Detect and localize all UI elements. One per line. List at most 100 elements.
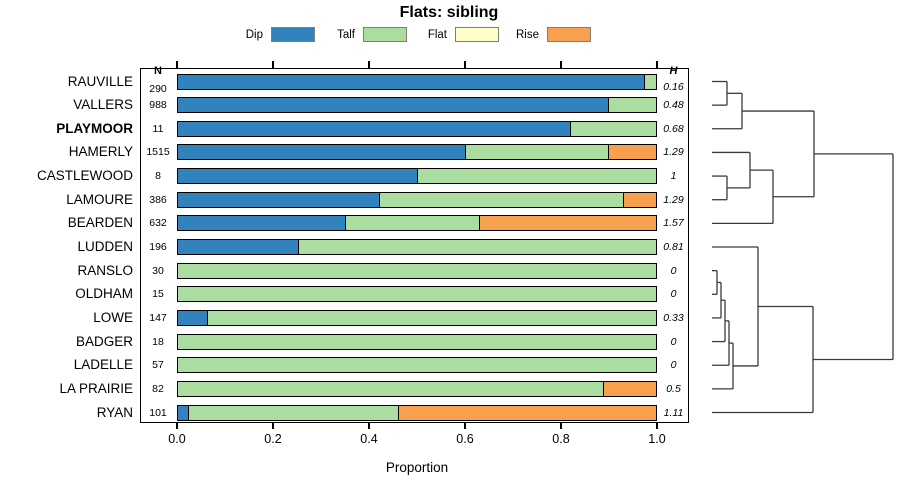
- bar-segment-dip: [178, 74, 645, 89]
- n-value: 386: [149, 193, 167, 206]
- bar-segment-dip: [178, 121, 570, 136]
- bar-segment-talf: [206, 310, 656, 325]
- bar-segment-talf: [417, 169, 656, 184]
- bar-la-prairie: [177, 380, 657, 397]
- n-column-header: N: [154, 65, 162, 77]
- h-value: 1.11: [663, 406, 684, 419]
- bar-segment-dip: [178, 98, 609, 113]
- x-tick-label: 0.0: [168, 432, 186, 446]
- x-tick-top: [656, 61, 658, 68]
- x-tick-top: [176, 61, 178, 68]
- h-value: 0.5: [666, 382, 681, 395]
- n-value: 147: [149, 311, 167, 324]
- bar-rauville: [177, 73, 657, 90]
- bar-segment-rise: [608, 145, 656, 160]
- n-value: 11: [152, 122, 164, 135]
- x-axis-label: Proportion: [385, 460, 449, 475]
- h-value: 0: [670, 264, 677, 277]
- h-value: 0.48: [663, 99, 684, 112]
- x-tick-top: [464, 61, 466, 68]
- row-label-badger: BADGER: [75, 333, 133, 349]
- h-value: 0: [670, 288, 677, 301]
- n-value: 1515: [146, 146, 170, 159]
- h-value: 0: [670, 359, 677, 372]
- h-value: 0.68: [663, 122, 684, 135]
- x-tick-label: 0.2: [264, 432, 282, 446]
- bar-segment-dip: [178, 145, 465, 160]
- legend-swatch-talf: [363, 27, 407, 42]
- legend-item-rise: Rise: [512, 27, 591, 42]
- x-tick-label: 0.4: [360, 432, 378, 446]
- row-label-castlewood: CASTLEWOOD: [36, 168, 133, 184]
- h-value: 0.81: [663, 241, 684, 253]
- bar-segment-talf: [178, 287, 656, 302]
- legend-label: Flat: [427, 28, 447, 41]
- bar-segment-talf: [644, 74, 656, 89]
- x-tick-bottom: [656, 422, 658, 429]
- n-value: 30: [152, 264, 164, 277]
- bar-segment-talf: [464, 145, 609, 160]
- x-tick-bottom: [464, 422, 466, 429]
- row-label-bearden: BEARDEN: [67, 215, 133, 231]
- bar-segment-dip: [178, 169, 417, 184]
- bar-ryan: [177, 404, 657, 421]
- legend-swatch-dip: [271, 27, 315, 42]
- n-value: 290: [149, 82, 167, 95]
- n-value: 988: [149, 99, 167, 112]
- bar-hamerly: [177, 144, 657, 161]
- bar-segment-talf: [178, 334, 656, 349]
- h-column-header: H: [669, 65, 678, 77]
- n-value: 196: [149, 241, 167, 253]
- n-value: 101: [149, 406, 167, 419]
- bar-segment-rise: [397, 405, 656, 420]
- n-value: 18: [152, 335, 164, 348]
- bar-segment-rise: [479, 216, 656, 231]
- bar-segment-talf: [297, 240, 656, 254]
- legend-item-talf: Talf: [328, 27, 407, 42]
- bar-ranslo: [177, 262, 657, 279]
- h-value: 1: [670, 170, 677, 183]
- row-label-oldham: OLDHAM: [75, 286, 133, 302]
- h-value: 0.33: [663, 311, 684, 324]
- legend-item-dip: Dip: [236, 27, 315, 42]
- h-value: 0: [670, 335, 677, 348]
- bar-segment-talf: [569, 121, 656, 136]
- row-label-lamoure: LAMOURE: [66, 191, 133, 207]
- chart-title: Flats: sibling: [399, 4, 499, 21]
- bar-ladelle: [177, 357, 657, 374]
- x-tick-top: [368, 61, 370, 68]
- x-tick-bottom: [176, 422, 178, 429]
- bar-playmoor: [177, 120, 657, 137]
- bar-ludden: [177, 239, 657, 255]
- x-tick-top: [272, 61, 274, 68]
- row-label-lowe: LOWE: [93, 309, 133, 325]
- row-label-playmoor: PLAYMOOR: [56, 120, 133, 136]
- legend-swatch-rise: [547, 27, 591, 42]
- row-label-vallers: VALLERS: [73, 97, 133, 113]
- n-value: 82: [152, 382, 164, 395]
- bar-segment-talf: [187, 405, 398, 420]
- x-tick-bottom: [560, 422, 562, 429]
- bar-bearden: [177, 215, 657, 232]
- bar-lowe: [177, 309, 657, 326]
- bar-badger: [177, 333, 657, 350]
- h-value: 0.16: [663, 80, 684, 93]
- bar-segment-talf: [378, 192, 623, 207]
- bar-segment-talf: [178, 263, 656, 278]
- bar-segment-dip: [178, 240, 298, 254]
- legend-label: Talf: [337, 28, 355, 41]
- plot-area: [140, 68, 689, 423]
- x-tick-top: [560, 61, 562, 68]
- bar-segment-dip: [178, 192, 379, 207]
- bar-oldham: [177, 286, 657, 303]
- row-label-rauville: RAUVILLE: [67, 73, 133, 89]
- x-tick-label: 0.8: [552, 432, 570, 446]
- bar-segment-talf: [178, 381, 604, 396]
- h-value: 1.29: [663, 146, 684, 159]
- bar-segment-talf: [178, 358, 656, 373]
- row-label-ludden: LUDDEN: [77, 239, 133, 254]
- x-tick-bottom: [272, 422, 274, 429]
- legend-label: Dip: [245, 28, 263, 41]
- legend-swatch-flat: [455, 27, 499, 42]
